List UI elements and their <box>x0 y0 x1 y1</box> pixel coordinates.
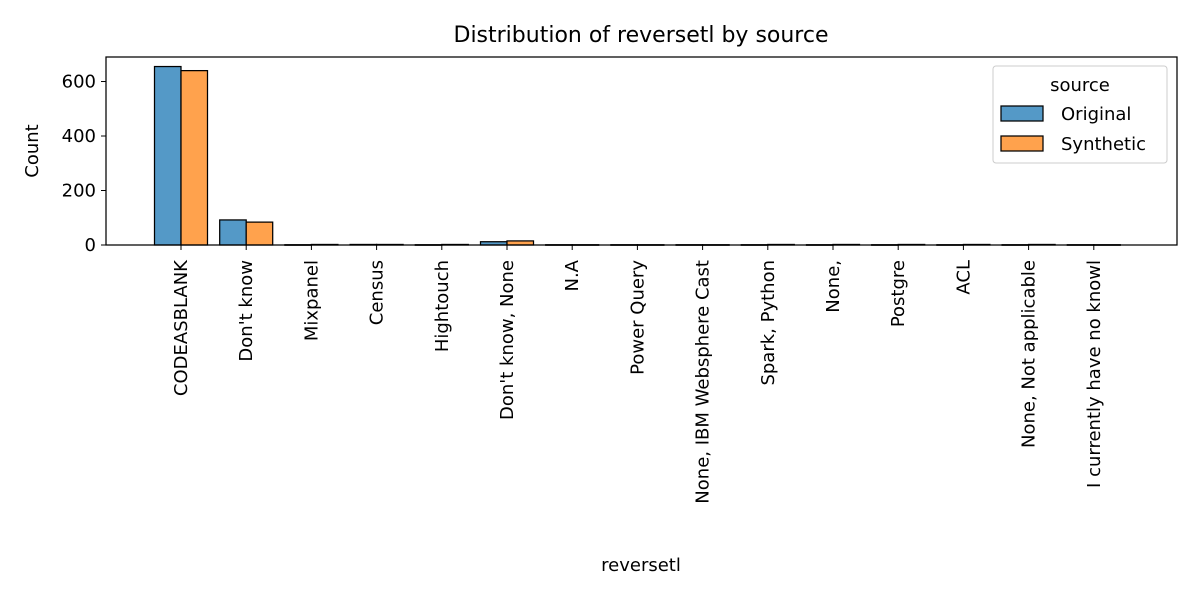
x-tick-label: Postgre <box>888 260 909 327</box>
x-tick-label: N.A <box>562 259 583 291</box>
x-tick-label: None, Not applicable <box>1019 260 1040 448</box>
x-tick-label: Power Query <box>627 260 648 375</box>
x-ticks: CODEASBLANK Don't know Mixpanel Census Hight… <box>171 245 1105 504</box>
y-axis-label: Count <box>22 124 43 177</box>
bars-layer <box>153 65 1121 246</box>
legend-label-synthetic: Synthetic <box>1061 134 1146 155</box>
x-tick-label: None, IBM Websphere Cast <box>693 260 714 504</box>
x-tick-label: Don't know, None <box>497 260 518 420</box>
x-tick-label: Spark, Python <box>758 260 779 386</box>
x-tick-label: None, <box>823 260 844 313</box>
x-tick-label: Census <box>367 260 388 325</box>
y-tick-label: 200 <box>62 181 96 202</box>
x-tick-label: I currently have no knowl <box>1084 260 1105 488</box>
bar-synthetic-1 <box>245 221 274 246</box>
x-axis-label: reversetl <box>601 555 681 576</box>
y-ticks: 0 200 400 600 <box>62 72 106 256</box>
bar-synthetic-0 <box>180 69 209 246</box>
bar-original-1 <box>219 219 247 246</box>
plot-frame <box>105 56 1178 246</box>
legend-title: source <box>1050 75 1110 96</box>
legend-swatch-synthetic <box>1000 135 1044 152</box>
y-tick-label: 600 <box>62 72 96 93</box>
x-tick-label: ACL <box>953 260 974 295</box>
legend: source Original Synthetic <box>992 65 1168 164</box>
legend-items: Original Synthetic <box>1000 104 1146 155</box>
legend-label-original: Original <box>1061 104 1131 125</box>
y-tick-label: 400 <box>62 126 96 147</box>
bar-original-0 <box>153 65 182 246</box>
x-tick-label: CODEASBLANK <box>171 259 192 396</box>
legend-swatch-original <box>1000 105 1044 122</box>
x-tick-label: Don't know <box>236 260 257 362</box>
chart-title: Distribution of reversetl by source <box>454 23 829 48</box>
x-tick-label: Hightouch <box>432 260 453 352</box>
x-tick-label: Mixpanel <box>301 260 322 341</box>
y-tick-label: 0 <box>85 235 96 256</box>
